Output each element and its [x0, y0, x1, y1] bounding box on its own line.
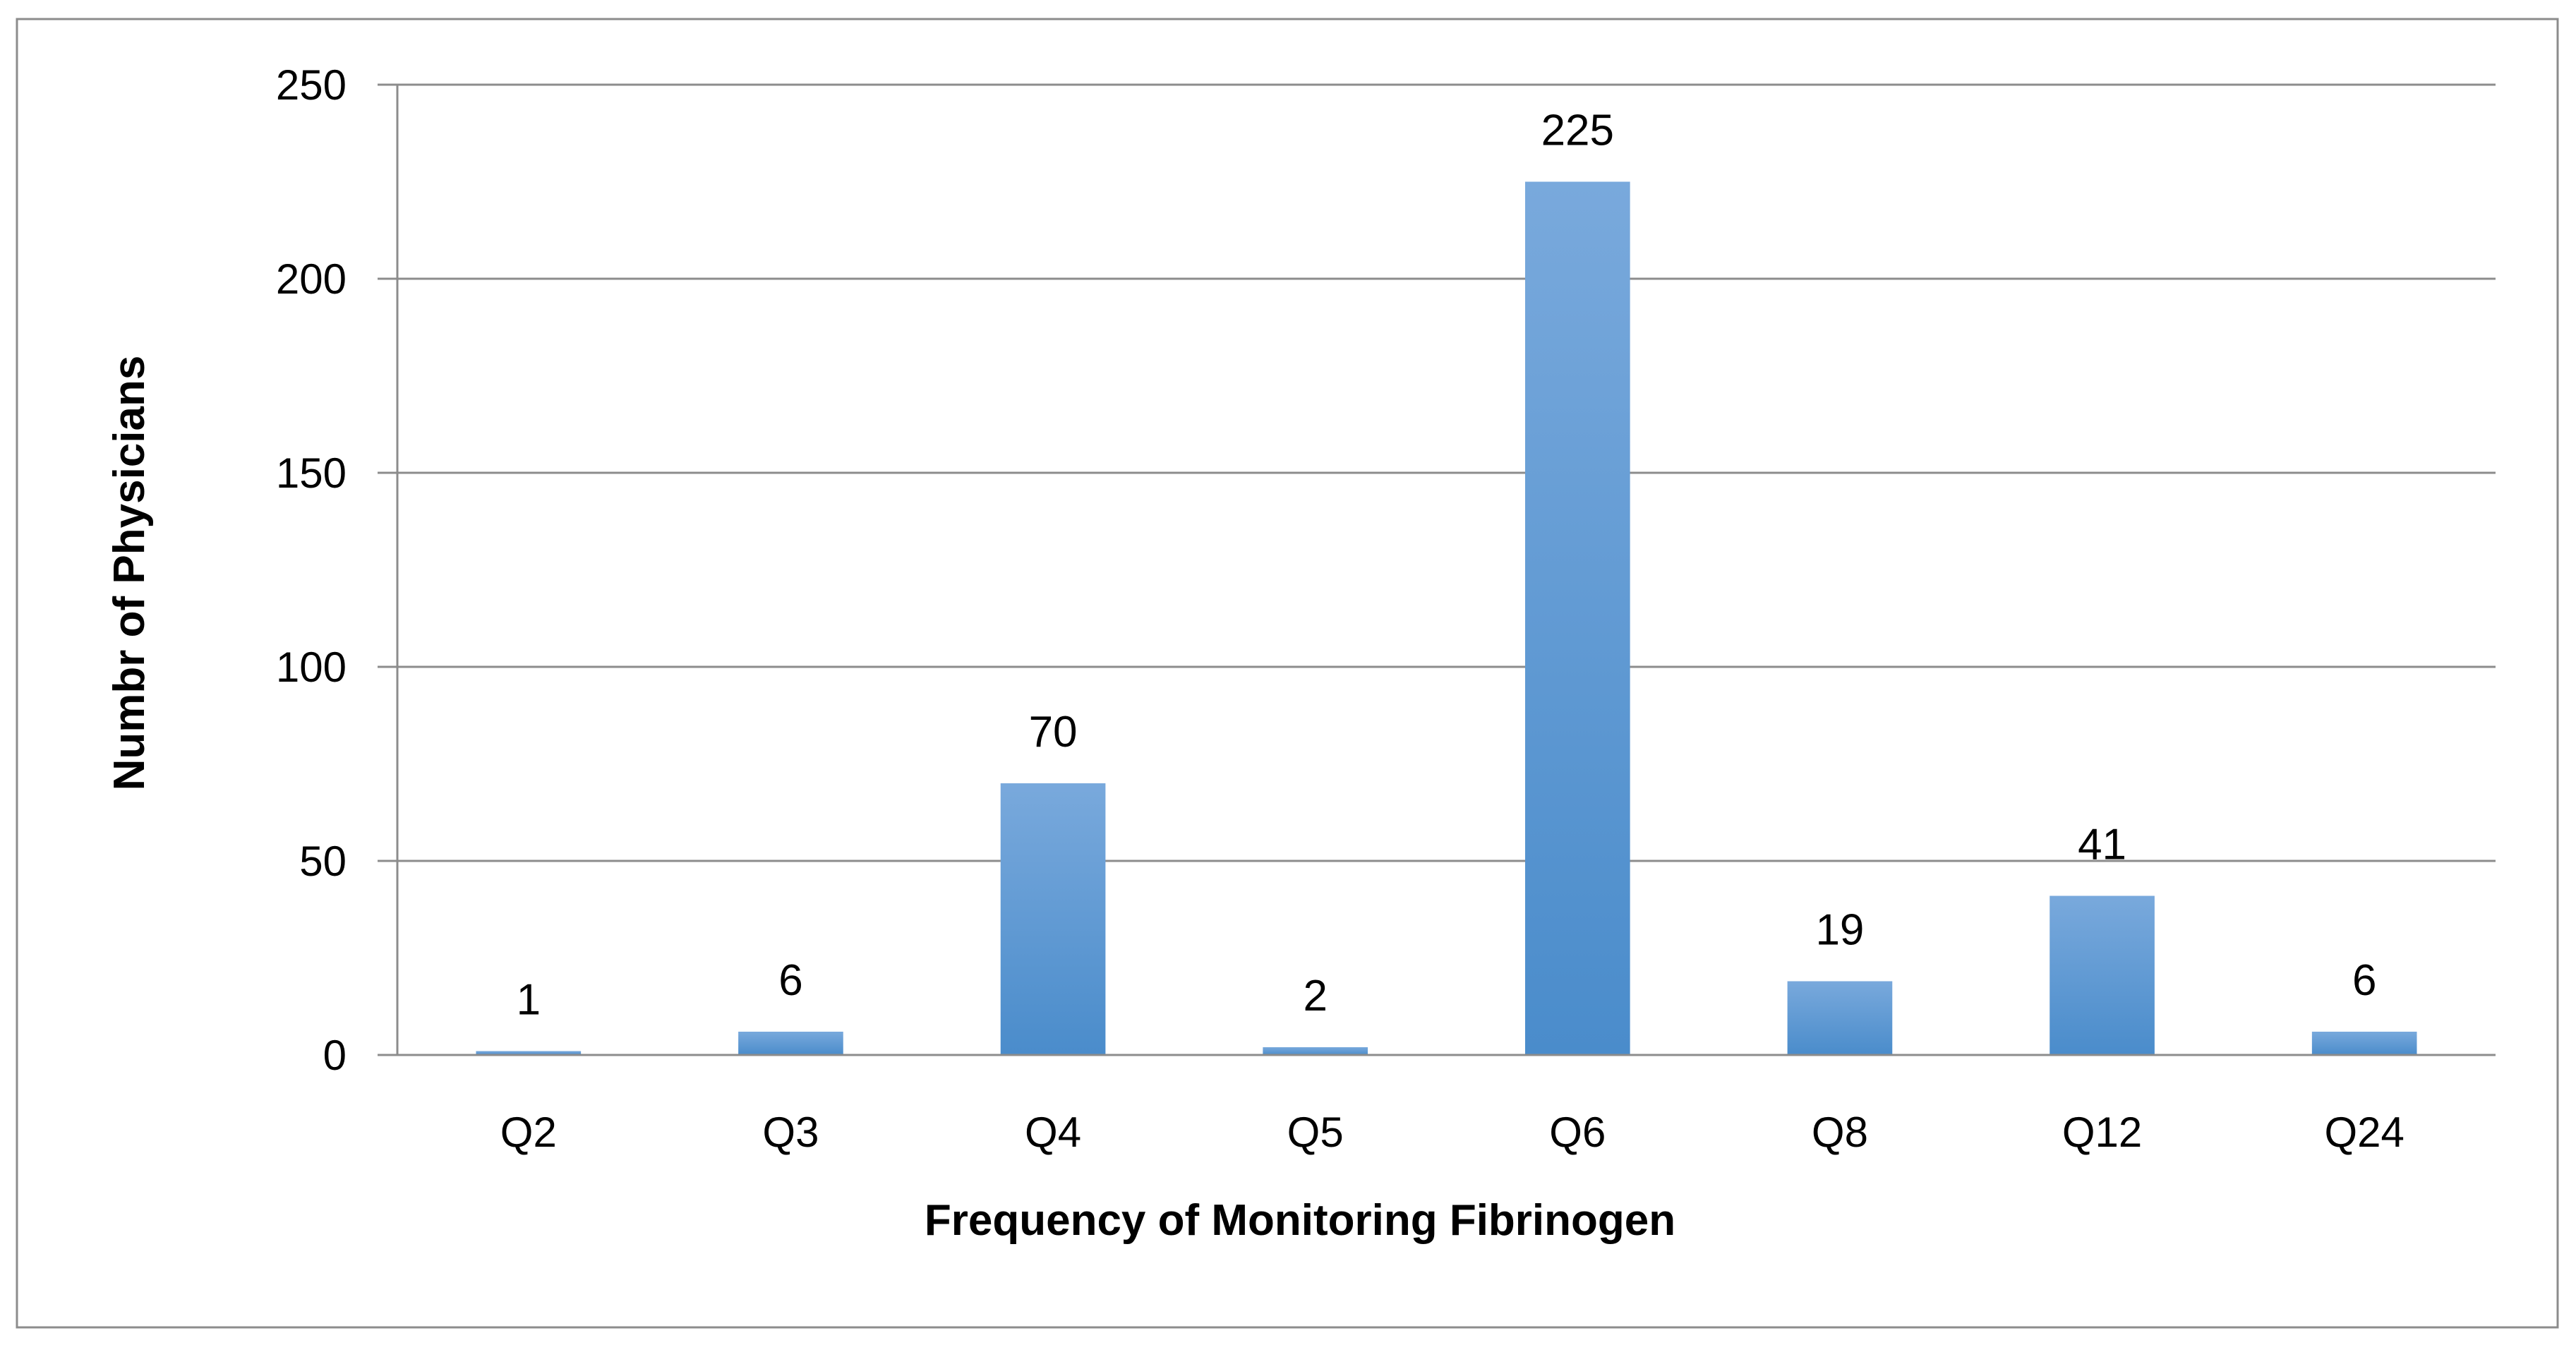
x-tick-label: Q5	[1287, 1109, 1344, 1156]
bar-q8	[1787, 981, 1893, 1055]
bar-q2	[476, 1051, 582, 1055]
data-label-q24: 6	[2352, 956, 2376, 1005]
x-tick-label: Q24	[2324, 1109, 2404, 1156]
bar-q12	[2050, 895, 2155, 1055]
data-label-q5: 2	[1303, 972, 1327, 1020]
y-axis-title: Numbr of Physicians	[105, 356, 154, 791]
x-tick-labels: Q2 Q3 Q4 Q5 Q6 Q8 Q12 Q24	[500, 1109, 2405, 1156]
axes	[378, 85, 2496, 1056]
y-tick-label: 50	[299, 838, 347, 885]
chart-border	[16, 18, 2559, 1329]
data-labels: 1 6 70 2 225 19 41 6	[517, 107, 2377, 1025]
y-tick-labels: 0 50 100 150 200 250	[276, 61, 347, 1079]
bar-q4	[1000, 783, 1106, 1055]
gridlines	[378, 83, 2496, 1056]
y-tick-label: 150	[276, 450, 347, 497]
x-tick-label: Q4	[1025, 1109, 1081, 1156]
bars	[476, 181, 2417, 1055]
x-tick-label: Q3	[762, 1109, 819, 1156]
x-axis-title: Frequency of Monitoring Fibrinogen	[925, 1196, 1675, 1245]
x-tick-label: Q6	[1549, 1109, 1606, 1156]
y-tick-label: 250	[276, 61, 347, 109]
data-label-q6: 225	[1541, 107, 1614, 155]
data-label-q12: 41	[2078, 821, 2126, 869]
x-tick-label: Q8	[1812, 1109, 1868, 1156]
data-label-q8: 19	[1815, 906, 1864, 955]
data-label-q3: 6	[778, 956, 802, 1005]
y-tick-label: 0	[323, 1032, 347, 1079]
bar-q24	[2311, 1032, 2417, 1055]
bar-q6	[1524, 181, 1630, 1055]
bar-q3	[738, 1032, 843, 1055]
x-tick-label: Q2	[500, 1109, 557, 1156]
y-tick-label: 100	[276, 644, 347, 691]
bar-q5	[1263, 1047, 1368, 1055]
data-label-q2: 1	[517, 976, 541, 1025]
data-label-q4: 70	[1029, 708, 1078, 756]
x-tick-label: Q12	[2062, 1109, 2142, 1156]
y-tick-label: 200	[276, 255, 347, 303]
